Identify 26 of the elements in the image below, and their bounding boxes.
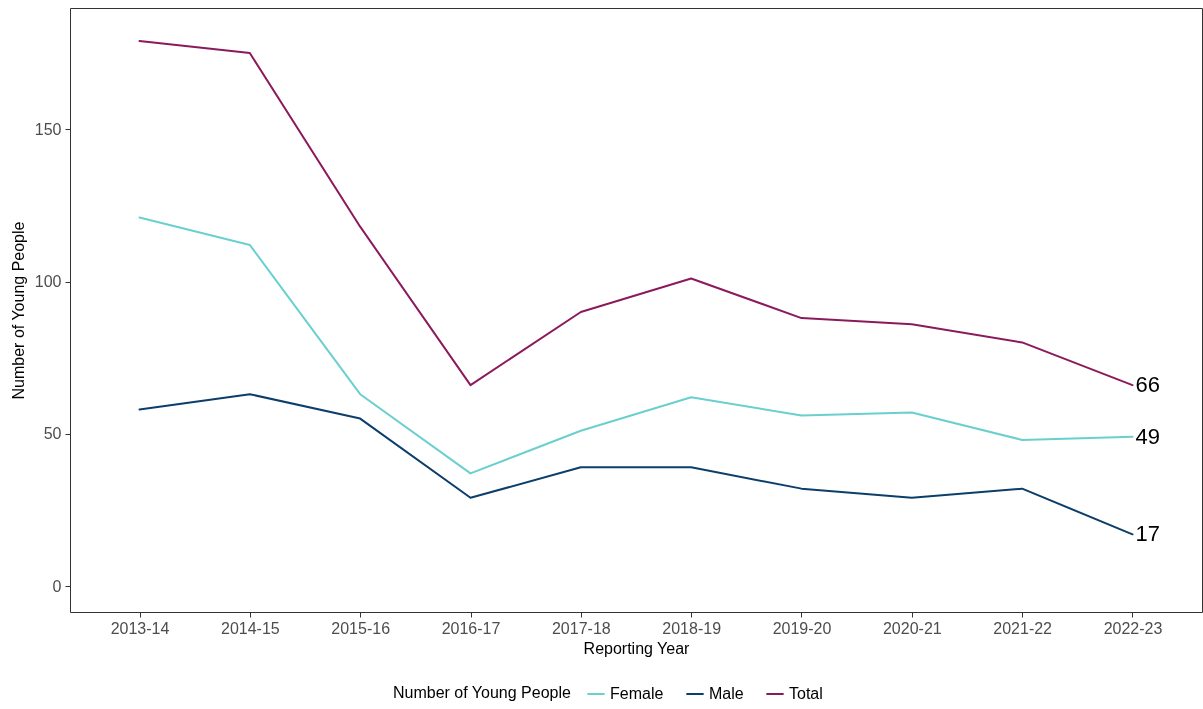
legend-title: Number of Young People: [393, 684, 572, 701]
x-axis-title: Reporting Year: [583, 639, 691, 657]
line-series: [138, 216, 1134, 475]
x-tick-label: 2021-22: [993, 619, 1053, 637]
x-tick-label: 2020-21: [882, 619, 942, 637]
legend-label: Female: [610, 685, 664, 702]
x-tick-label: 2017-18: [551, 619, 611, 637]
data-label: 66: [1135, 372, 1160, 398]
y-tick-label: 150: [34, 120, 62, 138]
x-tick-label: 2014-15: [220, 619, 280, 637]
line-series: [138, 393, 1134, 536]
x-tick-label: 2018-19: [662, 619, 722, 637]
line-series: [138, 39, 1134, 387]
x-tick-label: 2016-17: [441, 619, 501, 637]
data-label: 17: [1135, 521, 1160, 547]
x-tick-label: 2013-14: [110, 619, 170, 637]
y-tick-label: 0: [52, 577, 62, 595]
legend-label: Total: [789, 685, 823, 702]
legend-label: Male: [709, 685, 744, 702]
y-tick-label: 50: [43, 425, 62, 443]
y-axis-title: Number of Young People: [9, 221, 27, 400]
x-tick-label: 2022-23: [1103, 619, 1163, 637]
data-label: 49: [1135, 423, 1160, 449]
y-tick-label: 100: [34, 273, 62, 291]
x-tick-label: 2015-16: [331, 619, 391, 637]
x-tick-label: 2019-20: [772, 619, 832, 637]
